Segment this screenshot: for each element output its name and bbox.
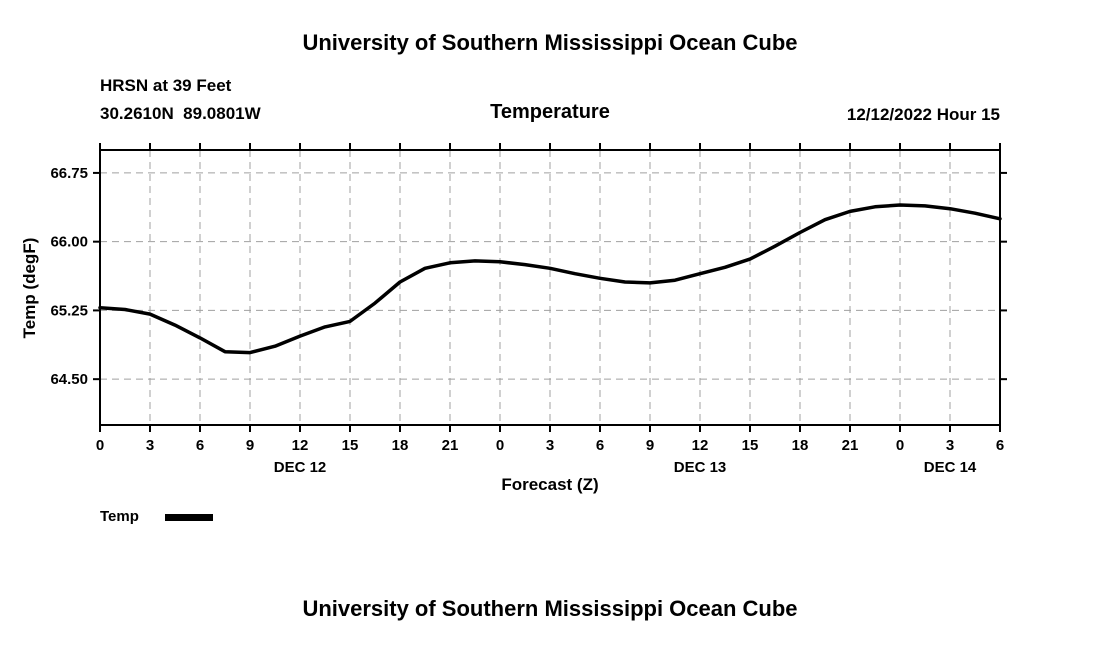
coordinates-label: 30.2610N 89.0801W: [100, 104, 261, 123]
date-label: DEC 12: [274, 459, 327, 476]
y-tick-label: 64.50: [50, 371, 88, 388]
x-tick-label: 0: [496, 437, 504, 454]
x-tick-label: 9: [646, 437, 654, 454]
x-tick-label: 0: [96, 437, 104, 454]
legend-line-swatch: [165, 514, 213, 521]
x-axis-title: Forecast (Z): [501, 475, 599, 494]
plot-title: Temperature: [490, 101, 610, 123]
x-tick-label: 12: [292, 437, 309, 454]
x-tick-label: 15: [742, 437, 759, 454]
station-label: HRSN at 39 Feet: [100, 76, 232, 95]
date-label: DEC 14: [924, 459, 977, 476]
date-label: DEC 13: [674, 459, 727, 476]
temp-line: [98, 203, 1002, 355]
x-tick-label: 0: [896, 437, 904, 454]
y-tick-label: 66.00: [50, 234, 88, 251]
x-tick-label: 6: [596, 437, 604, 454]
x-tick-label: 9: [246, 437, 254, 454]
x-tick-label: 21: [442, 437, 459, 454]
y-tick-label: 66.75: [50, 165, 88, 182]
x-tick-label: 6: [196, 437, 204, 454]
x-tick-label: 6: [996, 437, 1004, 454]
page-title: University of Southern Mississippi Ocean…: [302, 30, 798, 55]
footer-title: University of Southern Mississippi Ocean…: [302, 596, 798, 621]
y-axis-title: Temp (degF): [20, 237, 39, 339]
x-tick-label: 18: [792, 437, 809, 454]
x-tick-label: 12: [692, 437, 709, 454]
plot-border: [99, 149, 1001, 426]
run-time-label: 12/12/2022 Hour 15: [846, 105, 1000, 124]
x-tick-label: 3: [146, 437, 154, 454]
x-tick-label: 15: [342, 437, 359, 454]
x-tick-label: 3: [546, 437, 554, 454]
x-tick-label: 3: [946, 437, 954, 454]
x-tick-label: 18: [392, 437, 409, 454]
legend-label: Temp: [100, 508, 139, 525]
x-tick-label: 21: [842, 437, 859, 454]
y-tick-label: 65.25: [50, 302, 88, 319]
